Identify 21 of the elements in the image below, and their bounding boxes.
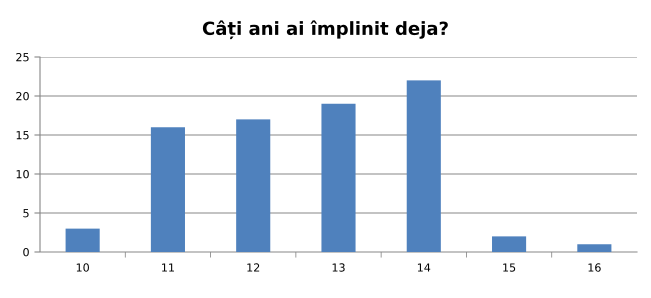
y-tick-label: 20 [16, 92, 29, 100]
x-tick-label: 16 [588, 263, 601, 272]
x-tick-label: 14 [418, 263, 430, 272]
chart-title: Câți ani ai împlinit deja? [202, 20, 448, 40]
y-tick-label: 25 [16, 52, 29, 62]
x-tick-label: 13 [332, 263, 345, 272]
y-tick-label: 15 [16, 131, 29, 140]
x-tick-label: 12 [247, 263, 260, 272]
bar [406, 80, 441, 252]
y-tick-label: 0 [23, 248, 29, 256]
x-tick-label: 15 [503, 263, 516, 272]
bar [66, 228, 100, 252]
bar [577, 244, 612, 252]
y-tick-label: 10 [16, 170, 29, 178]
bar [236, 119, 270, 252]
bar [150, 127, 185, 252]
bar [492, 236, 526, 252]
x-tick-label: 11 [162, 263, 174, 272]
bar [321, 104, 356, 252]
x-tick-label: 10 [76, 263, 89, 272]
y-tick-label: 5 [23, 209, 29, 218]
